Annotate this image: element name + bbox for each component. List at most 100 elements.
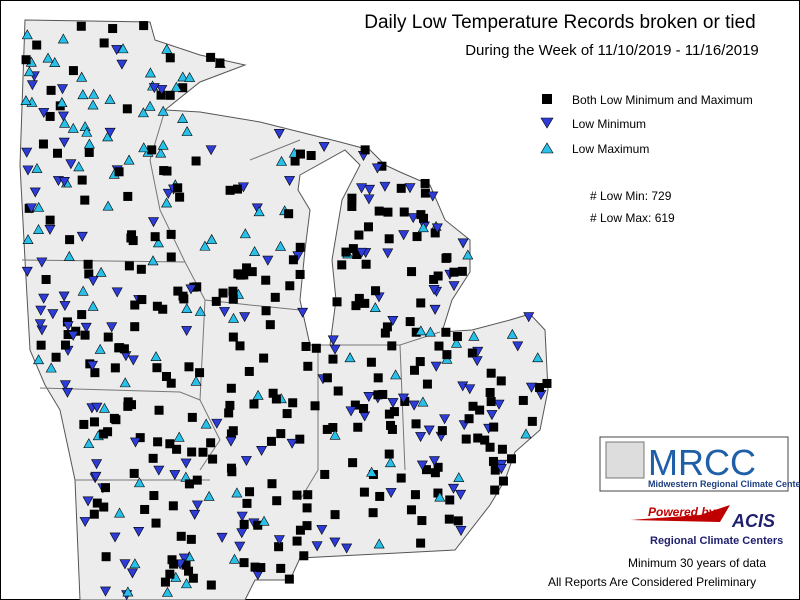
low-max-marker xyxy=(155,147,167,158)
low-min-marker xyxy=(431,223,443,234)
both-record-marker xyxy=(449,267,459,277)
both-record-marker xyxy=(242,263,252,273)
low-min-marker xyxy=(106,322,118,333)
low-max-marker xyxy=(231,487,243,498)
both-record-marker xyxy=(165,439,175,449)
low-min-marker xyxy=(407,213,419,224)
low-max-marker xyxy=(453,472,465,483)
both-record-marker xyxy=(208,454,218,464)
acis-subtitle: Regional Climate Centers xyxy=(650,535,783,547)
both-record-marker xyxy=(485,442,495,452)
low-min-marker xyxy=(439,414,451,425)
both-record-marker xyxy=(284,209,294,219)
low-max-marker xyxy=(76,71,88,82)
low-max-marker xyxy=(344,352,356,363)
low-max-marker xyxy=(114,507,126,518)
title: Daily Low Temperature Records broken or … xyxy=(364,12,755,33)
both-record-marker xyxy=(267,479,277,489)
both-record-marker xyxy=(225,185,235,195)
both-record-marker xyxy=(366,357,376,367)
both-record-marker xyxy=(416,210,426,220)
low-min-marker xyxy=(58,137,70,148)
both-record-marker xyxy=(373,390,383,400)
low-min-marker xyxy=(100,586,112,597)
both-record-marker xyxy=(467,348,477,358)
both-record-marker xyxy=(192,282,202,292)
both-record-marker xyxy=(140,504,150,514)
border xyxy=(249,139,301,161)
both-record-marker xyxy=(65,235,75,245)
both-record-marker xyxy=(485,388,495,398)
low-min-marker xyxy=(455,526,467,536)
both-record-marker xyxy=(442,350,452,360)
low-min-marker xyxy=(471,356,483,367)
low-min-marker xyxy=(398,230,410,241)
both-record-marker xyxy=(347,201,357,211)
both-record-marker xyxy=(497,444,507,454)
low-min-marker xyxy=(80,322,92,333)
both-record-marker xyxy=(421,465,431,475)
both-record-marker xyxy=(149,491,159,501)
both-record-marker xyxy=(21,55,31,65)
both-record-marker xyxy=(285,281,295,291)
both-record-marker xyxy=(173,286,183,296)
low-min-marker xyxy=(189,509,201,520)
both-record-marker xyxy=(168,501,178,511)
low-min-marker xyxy=(493,399,505,410)
low-min-marker xyxy=(104,127,116,138)
both-record-marker xyxy=(184,479,194,489)
low-max-marker xyxy=(31,162,43,173)
both-record-marker xyxy=(489,422,499,432)
low-min-marker xyxy=(262,255,274,266)
low-max-marker xyxy=(147,255,159,266)
low-max-marker xyxy=(417,222,429,233)
both-record-marker xyxy=(103,427,113,437)
both-record-marker xyxy=(387,424,397,434)
both-record-marker xyxy=(253,520,263,530)
both-record-marker xyxy=(416,298,426,308)
low-max-marker xyxy=(137,107,149,118)
low-max-marker xyxy=(33,354,45,365)
low-min-marker xyxy=(119,559,131,570)
low-max-marker xyxy=(228,553,241,564)
low-min-marker xyxy=(116,59,128,70)
low-min-marker xyxy=(455,489,467,500)
low-max-marker xyxy=(144,100,156,111)
low-max-marker xyxy=(520,428,532,439)
both-record-marker xyxy=(407,267,417,277)
both-record-marker xyxy=(156,90,166,100)
low-max-marker xyxy=(390,369,402,380)
border xyxy=(299,345,319,501)
both-record-marker xyxy=(153,437,163,447)
both-record-marker xyxy=(348,244,358,254)
both-record-marker xyxy=(152,301,162,311)
both-record-marker xyxy=(239,519,249,529)
both-record-marker xyxy=(295,242,305,252)
both-record-marker xyxy=(247,267,257,277)
both-record-marker xyxy=(80,195,90,205)
low-min-marker xyxy=(47,309,59,320)
both-record-marker xyxy=(353,422,363,432)
both-record-marker xyxy=(350,400,360,410)
both-record-marker xyxy=(384,449,394,459)
both-record-marker xyxy=(409,365,419,375)
low-max-marker xyxy=(184,71,196,82)
legend-up-triangle xyxy=(540,142,554,154)
low-min-marker xyxy=(430,361,442,372)
both-record-marker xyxy=(486,397,496,407)
both-record-marker xyxy=(114,343,124,353)
low-min-marker xyxy=(90,471,102,482)
both-record-marker xyxy=(187,447,197,457)
both-record-marker xyxy=(192,475,202,485)
low-max-marker xyxy=(161,197,173,208)
legend-label: Both Low Minimum and Maximum xyxy=(572,93,753,107)
low-max-marker xyxy=(506,328,518,339)
low-min-marker xyxy=(129,437,141,448)
low-max-marker xyxy=(252,389,264,400)
low-min-marker xyxy=(153,465,165,476)
both-record-marker xyxy=(488,456,498,466)
low-max-marker xyxy=(249,246,261,256)
low-max-marker xyxy=(253,206,265,217)
low-min-marker xyxy=(205,145,217,156)
